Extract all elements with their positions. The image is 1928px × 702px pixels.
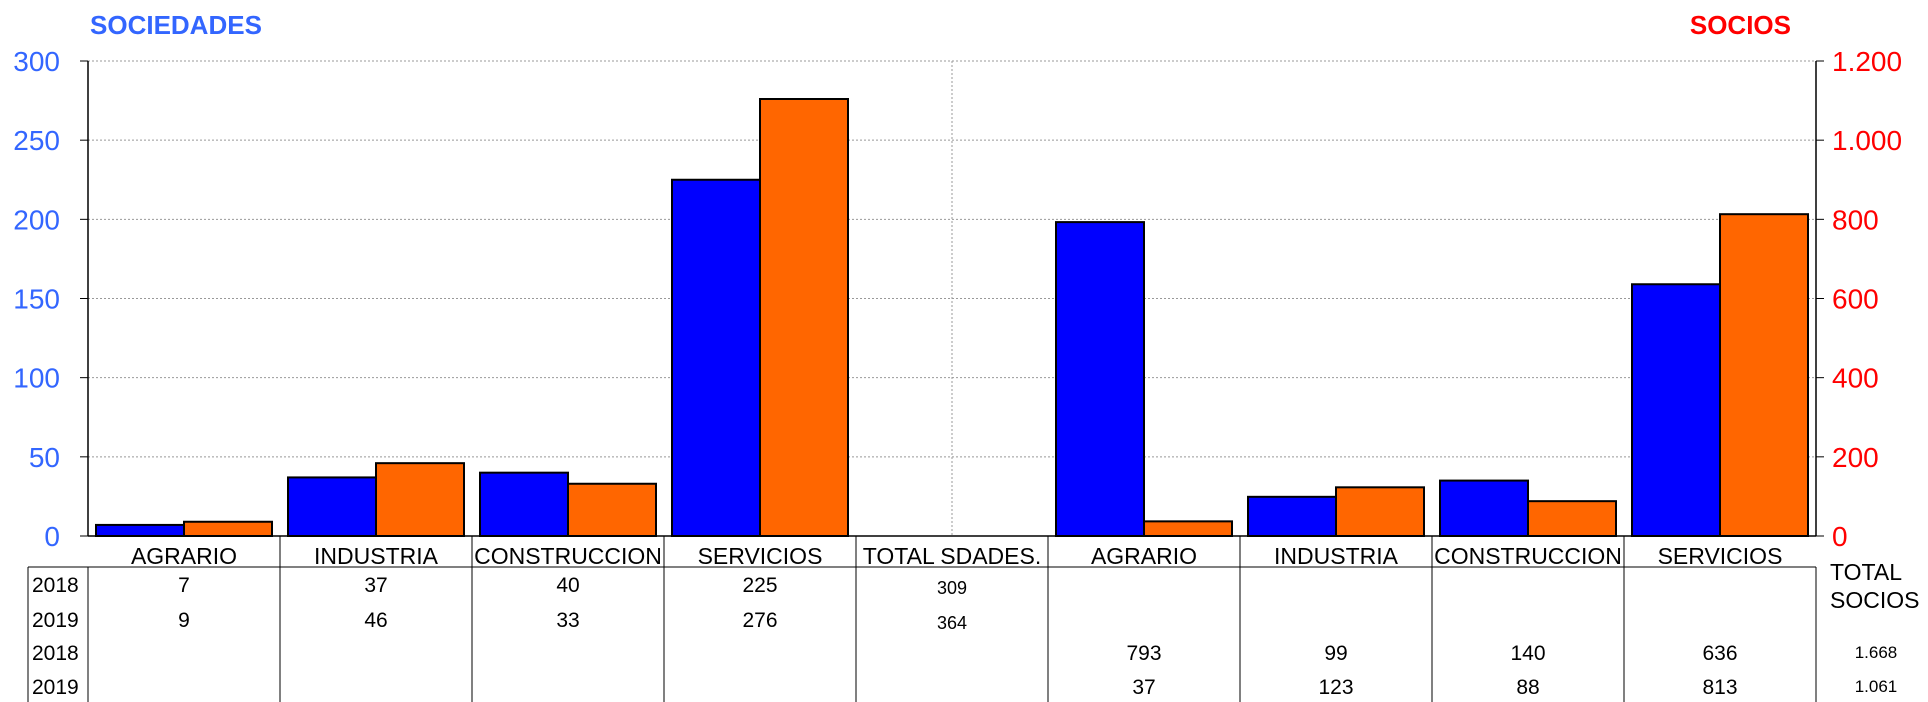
data-label: 276 [742, 609, 777, 632]
bar-right-2018-5 [1055, 221, 1145, 538]
right-tick-label: 0 [1832, 521, 1848, 552]
left-tick-label: 300 [13, 46, 60, 77]
data-label: 225 [742, 574, 777, 597]
left-tick-label: 250 [13, 125, 60, 156]
right-axis-title: SOCIOS [1689, 10, 1791, 40]
right-tick-label: 1.000 [1832, 125, 1902, 156]
bar-right-2018-7 [1439, 479, 1529, 538]
extra-category-label: SOCIOS [1830, 587, 1919, 613]
data-label: 123 [1318, 676, 1353, 699]
bar-left-2019-1 [375, 462, 465, 537]
bar-left-2018-2 [479, 471, 569, 537]
category-label: AGRARIO [1091, 543, 1197, 569]
bar-right-2019-5 [1143, 520, 1233, 538]
data-label: 37 [1132, 676, 1155, 699]
left-axis-title: SOCIEDADES [90, 10, 262, 40]
bar-right-2018-8 [1631, 283, 1721, 537]
data-label: 793 [1126, 642, 1161, 665]
right-tick-label: 600 [1832, 284, 1879, 315]
data-label: 364 [937, 613, 967, 633]
left-tick-label: 200 [13, 204, 60, 235]
left-tick-label: 100 [13, 363, 60, 394]
category-label: CONSTRUCCION [474, 543, 662, 569]
category-label: AGRARIO [131, 543, 237, 569]
category-label: INDUSTRIA [314, 543, 439, 569]
left-tick-label: 150 [13, 284, 60, 315]
data-label: 140 [1510, 642, 1545, 665]
right-tick-label: 400 [1832, 363, 1879, 394]
data-label: 636 [1702, 642, 1737, 665]
left-tick-label: 0 [44, 521, 60, 552]
total-socios-label: 1.668 [1855, 643, 1898, 662]
left-tick-label: 50 [29, 442, 60, 473]
data-label: 33 [556, 609, 579, 632]
data-label: 88 [1516, 676, 1539, 699]
category-label: TOTAL SDADES. [863, 543, 1042, 569]
bar-left-2019-3 [759, 98, 849, 537]
row-label-2019: 2019 [32, 676, 79, 699]
data-label: 99 [1324, 642, 1347, 665]
bar-right-2019-7 [1527, 500, 1617, 537]
right-tick-label: 1.200 [1832, 46, 1902, 77]
data-label: 37 [364, 574, 387, 597]
row-label-2019: 2019 [32, 609, 79, 632]
total-socios-label: 1.061 [1855, 677, 1898, 696]
bar-right-2019-6 [1335, 486, 1425, 537]
data-label: 309 [937, 578, 967, 598]
row-label-2018: 2018 [32, 574, 79, 597]
category-label: SERVICIOS [1658, 543, 1783, 569]
bar-left-2019-2 [567, 482, 657, 537]
bar-left-2018-1 [287, 476, 377, 537]
category-label: SERVICIOS [698, 543, 823, 569]
category-label: INDUSTRIA [1274, 543, 1399, 569]
extra-category-label: TOTAL [1830, 559, 1902, 585]
data-label: 813 [1702, 676, 1737, 699]
bar-right-2019-8 [1719, 213, 1809, 537]
data-label: 9 [178, 609, 190, 632]
right-tick-label: 800 [1832, 204, 1879, 235]
category-label: CONSTRUCCION [1434, 543, 1622, 569]
row-label-2018: 2018 [32, 642, 79, 665]
data-label: 7 [178, 574, 190, 597]
bar-left-2018-0 [95, 523, 185, 538]
right-tick-label: 200 [1832, 442, 1879, 473]
bar-left-2019-0 [183, 520, 273, 537]
data-label: 40 [556, 574, 579, 597]
bar-left-2018-3 [671, 178, 761, 537]
data-label: 46 [364, 609, 387, 632]
bar-right-2018-6 [1247, 495, 1337, 537]
